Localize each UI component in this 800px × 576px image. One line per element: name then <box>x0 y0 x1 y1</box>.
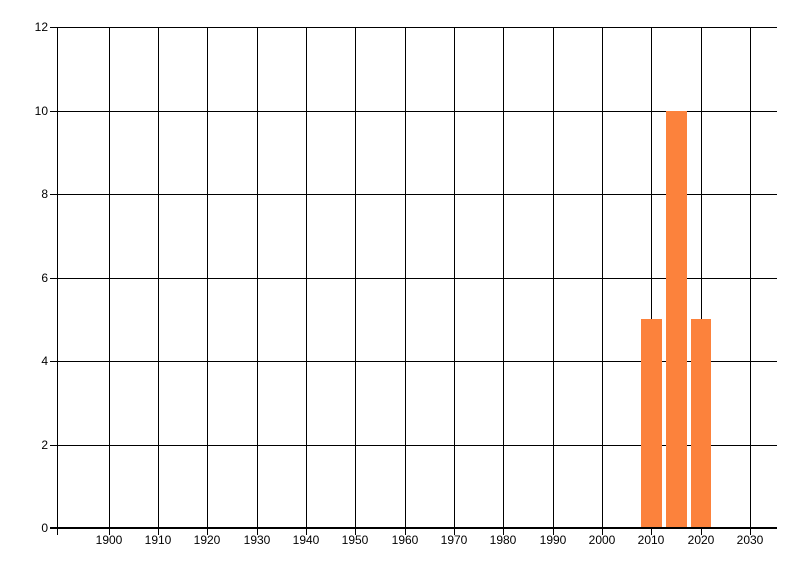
x-gridline-1990 <box>553 27 554 535</box>
y-gridline-2 <box>50 445 777 446</box>
y-tick-label-2: 2 <box>41 438 48 452</box>
x-gridline-1910 <box>158 27 159 535</box>
y-tick-label-6: 6 <box>41 271 48 285</box>
x-tick-label-2010: 2010 <box>637 533 665 547</box>
x-gridline-1960 <box>405 27 406 535</box>
y-tick-label-10: 10 <box>34 104 48 118</box>
y-tick-label-12: 12 <box>34 20 48 34</box>
y-gridline-10 <box>50 111 777 112</box>
bar-2013-2018 <box>666 110 687 528</box>
bar-2008-2013 <box>641 319 663 529</box>
x-tick-label-1940: 1940 <box>292 533 320 547</box>
y-gridline-8 <box>50 194 777 195</box>
x-tick-label-2000: 2000 <box>588 533 616 547</box>
x-tick-label-1990: 1990 <box>539 533 567 547</box>
y-axis-line <box>57 27 58 535</box>
x-gridline-1970 <box>454 27 455 535</box>
x-axis-line <box>50 527 777 529</box>
x-gridline-1900 <box>109 27 110 535</box>
x-gridline-1930 <box>257 27 258 535</box>
x-tick-label-1910: 1910 <box>144 533 172 547</box>
x-gridline-2020 <box>701 27 702 535</box>
y-gridline-4 <box>50 361 777 362</box>
x-tick-label-1900: 1900 <box>95 533 123 547</box>
x-gridline-1940 <box>306 27 307 535</box>
y-tick-label-0: 0 <box>41 521 48 535</box>
x-gridline-1950 <box>355 27 356 535</box>
x-tick-label-1970: 1970 <box>440 533 468 547</box>
x-tick-label-1920: 1920 <box>193 533 221 547</box>
y-gridline-12 <box>50 27 777 28</box>
x-tick-label-2020: 2020 <box>687 533 715 547</box>
bar-2018-2023 <box>690 319 712 529</box>
x-tick-label-1960: 1960 <box>391 533 419 547</box>
x-gridline-2010 <box>651 27 652 535</box>
x-gridline-1980 <box>503 27 504 535</box>
x-gridline-1920 <box>207 27 208 535</box>
y-tick-label-8: 8 <box>41 187 48 201</box>
x-tick-label-1930: 1930 <box>243 533 271 547</box>
y-gridline-6 <box>50 278 777 279</box>
x-tick-label-2030: 2030 <box>736 533 764 547</box>
x-tick-label-1950: 1950 <box>341 533 369 547</box>
x-tick-label-1980: 1980 <box>489 533 517 547</box>
y-tick-label-4: 4 <box>41 354 48 368</box>
x-gridline-2030 <box>750 27 751 535</box>
x-gridline-2000 <box>602 27 603 535</box>
